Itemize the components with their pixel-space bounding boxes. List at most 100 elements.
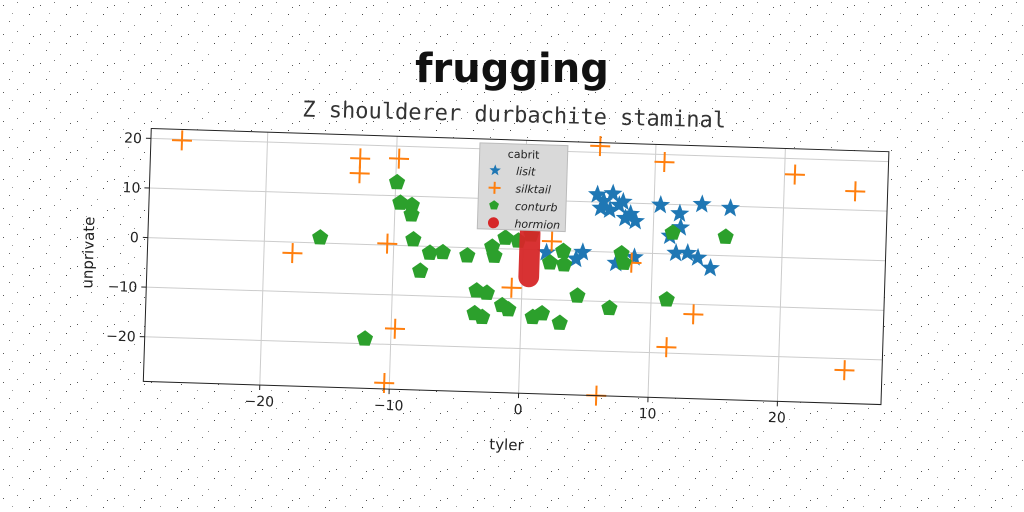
lisit-point	[606, 253, 626, 272]
y-tick-label: −20	[106, 329, 136, 346]
lisit-point	[688, 247, 708, 267]
conturb-point	[478, 284, 495, 300]
x-gridline	[647, 144, 657, 398]
chart-title: frugging	[415, 46, 609, 92]
lisit-point	[678, 243, 698, 262]
silktail-point	[384, 318, 406, 339]
conturb-point	[500, 301, 517, 317]
silktail-point	[845, 181, 866, 202]
lisit-point	[588, 184, 608, 203]
y-tick-label: −10	[107, 279, 137, 296]
y-gridline	[146, 286, 884, 311]
x-gridline	[259, 132, 269, 386]
x-tick-label: −20	[244, 394, 274, 411]
conturb-point	[312, 229, 329, 245]
silktail-point	[656, 337, 677, 358]
y-tick-label: 20	[124, 131, 142, 148]
legend-items: lisit silktail conturb hormion	[487, 164, 560, 232]
legend-marker-lisit	[489, 164, 501, 176]
conturb-point	[551, 314, 568, 330]
legend: cabrit lisit silktail conturb hormion	[476, 142, 569, 233]
lisit-point	[625, 211, 645, 230]
conturb-point	[497, 229, 514, 245]
conturb-point	[717, 228, 734, 244]
silktail-point	[374, 372, 395, 394]
lisit-point	[615, 208, 635, 227]
conturb-point	[486, 247, 503, 264]
legend-title: cabrit	[508, 148, 541, 162]
conturb-point	[421, 244, 438, 260]
data-marks	[171, 130, 866, 406]
silktail-point	[683, 304, 704, 325]
conturb-point	[405, 230, 422, 247]
conturb-point	[524, 308, 541, 325]
y-tick-label: 0	[130, 230, 139, 246]
lisit-point	[603, 183, 623, 202]
lisit-point	[692, 194, 712, 213]
lisit-point	[720, 198, 740, 217]
conturb-point	[601, 299, 618, 316]
x-axis-label: tyler	[489, 435, 525, 454]
conturb-point	[569, 287, 586, 303]
conturb-point	[392, 194, 409, 210]
silktail-point	[282, 243, 303, 264]
lisit-point	[613, 191, 633, 211]
x-tick-label: 10	[638, 406, 656, 423]
series-silktail	[171, 130, 866, 406]
legend-label-silktail: silktail	[515, 182, 551, 196]
silktail-point	[377, 233, 398, 254]
silktail-point	[171, 130, 193, 151]
silktail-point	[501, 277, 522, 298]
y-gridline	[147, 237, 886, 262]
hormion-violin	[518, 222, 541, 288]
silktail-point	[389, 148, 410, 169]
series-conturb	[312, 173, 734, 346]
legend-label-conturb: conturb	[515, 200, 558, 214]
conturb-point	[403, 206, 420, 222]
conturb-point	[356, 330, 374, 346]
silktail-point	[784, 164, 805, 185]
conturb-point	[388, 173, 406, 190]
y-tick-label: 10	[122, 180, 140, 197]
x-tick-label: 0	[513, 402, 522, 418]
lisit-point	[651, 195, 671, 214]
lisit-point	[666, 243, 686, 262]
legend-marker-conturb	[489, 200, 499, 210]
conturb-point	[403, 196, 420, 213]
plot-area: −20 −10 0 10 20 −20 −10 0 10 20 tyler unprivate c…	[78, 127, 890, 454]
silktail-point	[654, 151, 675, 173]
legend-marker-silktail	[488, 181, 501, 194]
conturb-point	[664, 224, 681, 240]
x-tick-label: 20	[768, 410, 786, 427]
conturb-point	[474, 308, 491, 325]
legend-box	[476, 142, 569, 233]
conturb-point	[613, 244, 630, 261]
x-gridline	[776, 148, 786, 402]
silktail-point	[541, 231, 562, 252]
legend-label-lisit: lisit	[516, 165, 536, 179]
y-axis-label: unprivate	[78, 216, 98, 289]
silktail-point	[834, 360, 855, 381]
lisit-point	[591, 198, 611, 217]
conturb-point	[658, 291, 675, 307]
lisit-point	[670, 203, 690, 222]
conturb-point	[459, 247, 476, 263]
conturb-point	[434, 243, 451, 260]
lisit-point	[600, 199, 620, 219]
y-gridline	[144, 336, 883, 361]
conturb-point	[541, 254, 559, 270]
tick-labels: −20 −10 0 10 20 −20 −10 0 10 20	[106, 131, 786, 427]
conturb-point	[555, 242, 572, 259]
legend-label-hormion: hormion	[514, 217, 560, 231]
lisit-point	[536, 242, 556, 261]
legend-marker-hormion	[487, 217, 499, 229]
silktail-point	[349, 163, 370, 184]
conturb-point	[412, 262, 429, 278]
lisit-point	[700, 258, 720, 277]
conturb-point	[556, 256, 573, 272]
silktail-point	[590, 136, 611, 157]
plot-frame	[142, 127, 890, 406]
x-tick-label: −10	[374, 398, 404, 415]
